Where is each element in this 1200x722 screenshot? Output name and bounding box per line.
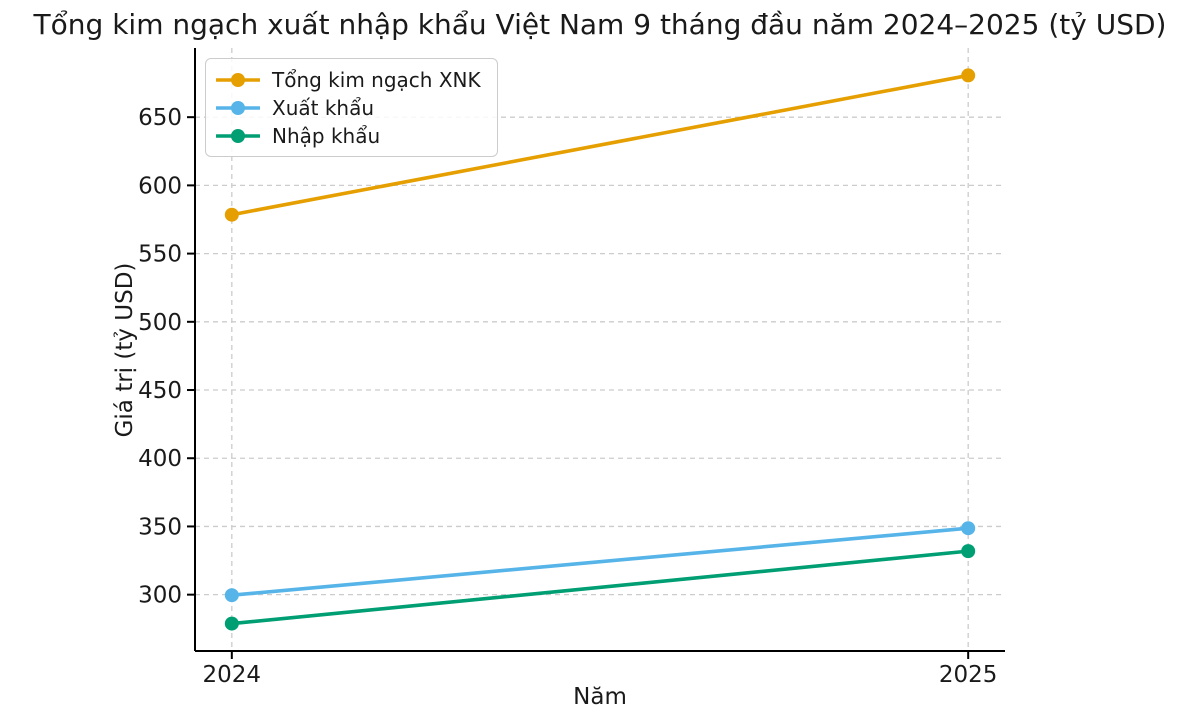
y-tick-label: 300 [138, 583, 182, 609]
legend-line-marker-icon [216, 100, 260, 115]
chart-title: Tổng kim ngạch xuất nhập khẩu Việt Nam 9… [33, 8, 1167, 41]
data-point [224, 207, 239, 222]
y-tick-label: 350 [138, 514, 182, 540]
legend-label: Tổng kim ngạch XNK [272, 67, 481, 92]
data-point [224, 588, 239, 603]
y-axis-label: Giá trị (tỷ USD) [112, 262, 138, 438]
y-tick-label: 600 [138, 173, 182, 199]
legend-item-total: Tổng kim ngạch XNK [216, 67, 481, 92]
data-point [961, 521, 976, 536]
legend-line-marker-icon [216, 72, 260, 87]
data-point [224, 616, 239, 631]
series-line-1 [230, 526, 970, 598]
x-tick-label: 2024 [203, 662, 262, 688]
y-tick-label: 650 [138, 105, 182, 131]
series-line-2 [230, 549, 970, 626]
legend-label: Xuất khẩu [272, 95, 375, 120]
y-tick-label: 550 [138, 242, 182, 268]
legend-item-import: Nhập khẩu [216, 123, 481, 148]
legend: Tổng kim ngạch XNK Xuất khẩu Nhập khẩu [205, 58, 498, 157]
y-tick-label: 400 [138, 446, 182, 472]
legend-label: Nhập khẩu [272, 123, 381, 148]
x-axis-label: Năm [573, 684, 627, 710]
data-point [961, 68, 976, 83]
legend-item-export: Xuất khẩu [216, 95, 481, 120]
x-tick-label: 2025 [939, 662, 998, 688]
series-line-0 [230, 73, 970, 217]
legend-line-marker-icon [216, 128, 260, 143]
y-tick-label: 500 [138, 310, 182, 336]
y-tick-label: 450 [138, 378, 182, 404]
data-point [961, 544, 976, 559]
